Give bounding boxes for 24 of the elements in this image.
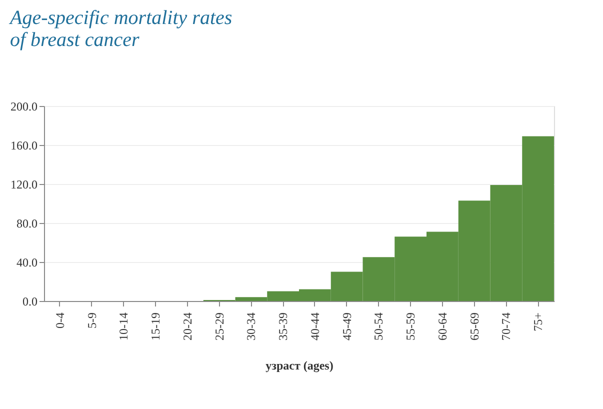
x-tick-label: 50-54 [372,312,386,340]
y-tick-label: 0.0 [22,294,38,308]
x-tick-label: 20-24 [180,312,194,340]
x-tick-label: 40-44 [308,312,322,340]
x-tick-label: 70-74 [499,312,514,340]
x-tick-label: 55-59 [404,312,418,340]
x-tick-label: 60-64 [435,312,450,340]
y-tick-label: 200.0 [10,100,38,114]
x-tick-label: 65-69 [467,312,482,340]
x-tick-label: 25-29 [212,312,226,340]
x-axis-title: узраст (ages) [266,358,334,372]
x-tick-label: 0-4 [52,312,67,328]
x-tick-label: 5-9 [84,312,99,328]
y-tick-label: 80.0 [16,216,38,230]
x-tick-label: 15-19 [148,312,163,340]
x-tick-label: 45-49 [340,312,354,340]
y-tick-label: 40.0 [16,256,38,270]
x-tick-label: 75+ [531,312,546,332]
y-tick-label: 120.0 [10,178,38,192]
chart-title: Age-specific mortality rates of breast cancer [8,7,232,51]
x-tick-label: 30-34 [244,312,258,340]
y-tick-label: 160.0 [10,138,38,152]
x-tick-label: 10-14 [116,312,131,340]
x-tick-label: 35-39 [276,312,290,340]
